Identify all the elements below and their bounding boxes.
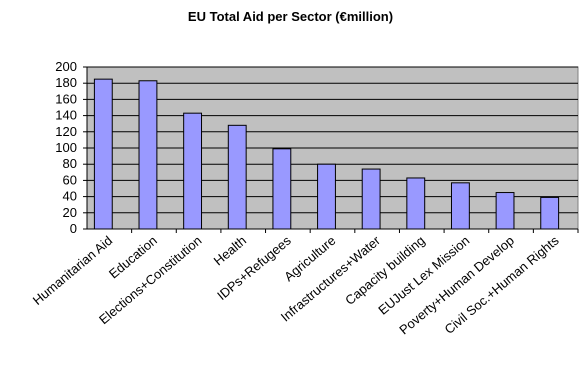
gridlines [87,66,578,230]
bar [272,148,292,230]
bars [93,78,579,233]
y-tick-label: 80 [63,156,77,171]
bar [93,78,113,230]
y-tick-label: 200 [55,59,77,74]
y-tick-label: 180 [55,75,77,90]
bar [138,80,158,230]
y-tick-label: 40 [63,189,77,204]
bar [450,182,470,230]
bar [227,124,247,230]
bar [183,112,203,230]
bar [495,192,515,230]
bar [361,168,381,230]
x-tick-label: Health [211,233,249,269]
x-axis-labels: Humanitarian AidEducationElections+Const… [30,232,562,337]
y-tick-label: 160 [55,91,77,106]
y-tick-label: 100 [55,140,77,155]
x-tick-label: Humanitarian Aid [30,233,115,308]
bar [540,196,560,230]
y-tick-label: 120 [55,124,77,139]
bar [317,163,336,230]
y-tick-label: 60 [63,172,77,187]
chart-title: EU Total Aid per Sector (€million) [187,9,394,24]
y-tick-label: 0 [70,221,77,236]
y-tick-label: 140 [55,108,77,123]
y-tick-label: 20 [63,205,77,220]
x-tick-label: Capacity building [342,233,427,308]
bar [406,177,426,230]
